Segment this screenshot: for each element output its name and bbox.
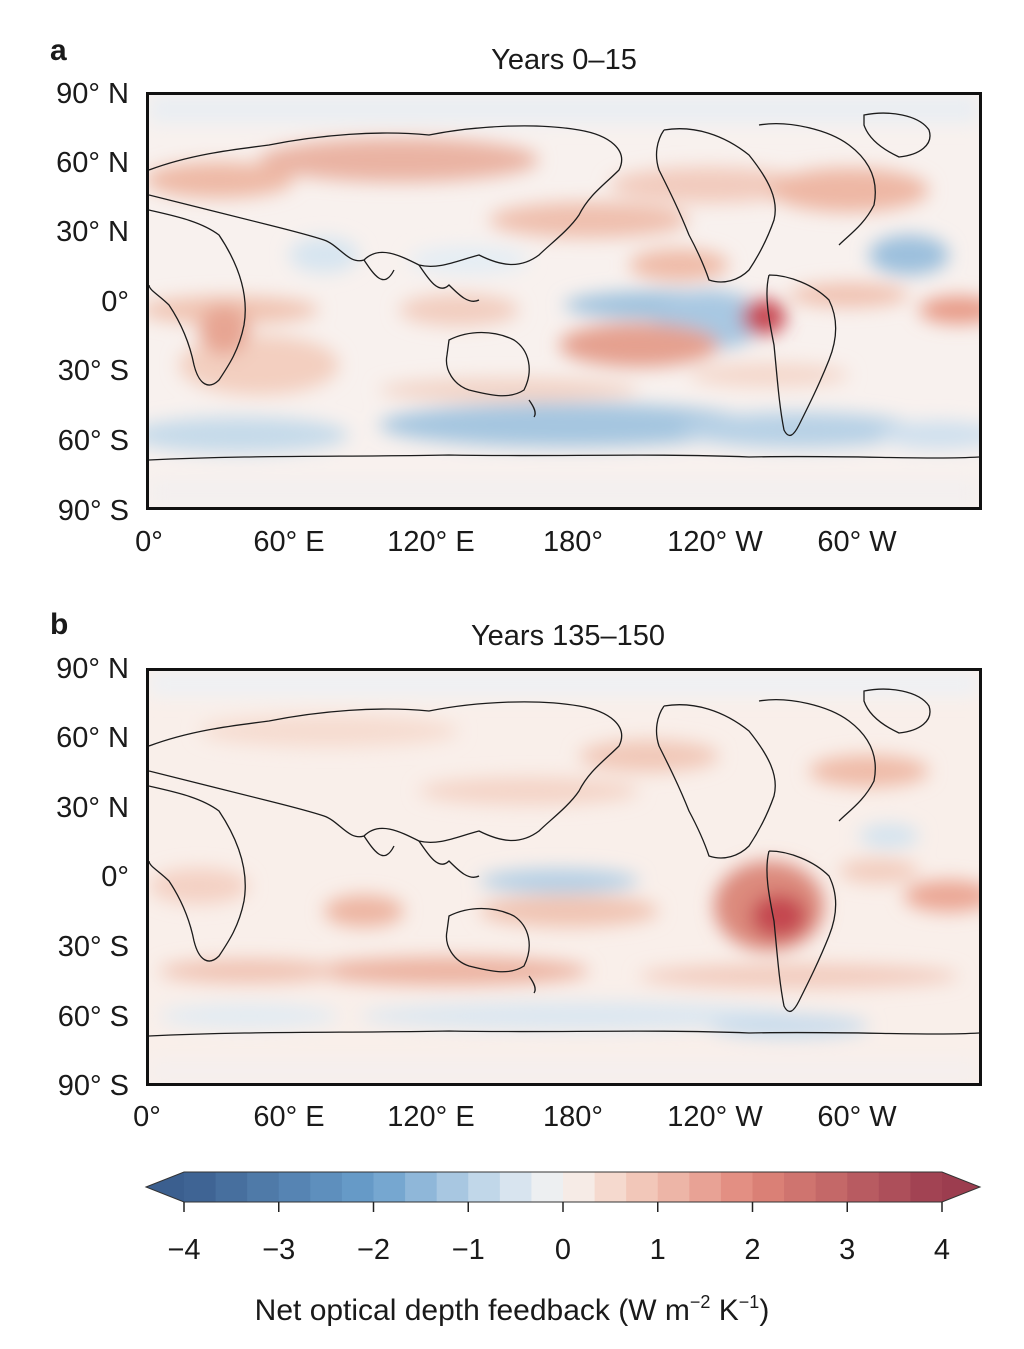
colorbar-label: Net optical depth feedback (W m−2 K−1) [0, 1293, 1024, 1327]
panel-a-lat-0: 0° [101, 286, 129, 318]
colorbar-segment [657, 1172, 690, 1202]
colorbar-segments [144, 1171, 982, 1203]
panel-b-lat-90s: 90° S [57, 1070, 129, 1102]
colorbar-segment [563, 1172, 596, 1202]
panel-a-title: Years 0–15 [491, 44, 637, 76]
colorbar-segment [184, 1172, 217, 1202]
colorbar-segment [847, 1172, 880, 1202]
panel-a-lon-60e: 60° E [253, 526, 325, 558]
panel-b-map-svg [149, 671, 979, 1083]
panel-a-lon-120w: 120° W [667, 526, 763, 558]
panel-b-lat-60s: 60° S [57, 1001, 129, 1033]
colorbar-label-end: ) [759, 1294, 770, 1327]
colorbar-segment [373, 1172, 406, 1202]
colorbar-tick-label: 2 [744, 1234, 761, 1266]
colorbar-segment [910, 1172, 943, 1202]
colorbar-segment [468, 1172, 501, 1202]
panel-b-letter: b [50, 608, 69, 641]
panel-b-lon-60w: 60° W [817, 1101, 897, 1133]
colorbar-segment [689, 1172, 722, 1202]
panel-b-lon-120e: 120° E [387, 1101, 475, 1133]
panel-a-lon-120e: 120° E [387, 526, 475, 558]
panel-a-coastlines [149, 112, 979, 461]
panel-a-map [146, 92, 982, 510]
panel-b-lat-60n: 60° N [56, 722, 129, 754]
colorbar-tick-label: 4 [933, 1234, 951, 1266]
panel-a-lon-0: 0° [135, 526, 163, 558]
colorbar-segment [499, 1172, 533, 1202]
panel-b-lon-180: 180° [543, 1101, 603, 1133]
panel-a-lat-90n: 90° N [56, 78, 129, 110]
panel-b-map [146, 668, 982, 1086]
colorbar-label-mid: K [710, 1294, 739, 1327]
colorbar-ticks [183, 1202, 943, 1212]
panel-b-lon-60e: 60° E [253, 1101, 325, 1133]
colorbar-segment [310, 1172, 343, 1202]
panel-b-lon-0: 0° [133, 1101, 161, 1133]
panel-b-lat-30n: 30° N [56, 792, 129, 824]
panel-a-feedback-field [149, 95, 979, 507]
panel-a-lat-30n: 30° N [56, 216, 129, 248]
colorbar [144, 1171, 982, 1212]
panel-a-lat-30s: 30° S [57, 355, 129, 387]
panel-b-coastlines [149, 688, 979, 1037]
panel-b-lat-90n: 90° N [56, 653, 129, 685]
colorbar-segment [752, 1172, 785, 1202]
colorbar-tick-label: 3 [839, 1234, 856, 1266]
colorbar-tick-label: −3 [262, 1234, 296, 1266]
colorbar-extend-low [146, 1172, 184, 1202]
colorbar-tick-label: −2 [356, 1234, 391, 1266]
colorbar-label-main: Net optical depth feedback (W m [254, 1294, 690, 1327]
colorbar-segment [815, 1172, 848, 1202]
colorbar-segment [878, 1172, 912, 1202]
colorbar-extend-high [942, 1172, 980, 1202]
panel-a-lon-60w: 60° W [817, 526, 897, 558]
panel-a-lat-60n: 60° N [56, 147, 129, 179]
panel-b-lat-30s: 30° S [57, 931, 129, 963]
panel-a-letter: a [50, 34, 67, 67]
colorbar-segment [247, 1172, 280, 1202]
panel-b-lon-120w: 120° W [667, 1101, 763, 1133]
colorbar-label-exp1: −2 [689, 1292, 711, 1312]
colorbar-segment [278, 1172, 311, 1202]
colorbar-tick-label: −4 [167, 1234, 201, 1266]
colorbar-segment [626, 1172, 659, 1202]
colorbar-segment [405, 1172, 438, 1202]
colorbar-segment [215, 1172, 248, 1202]
panel-a-map-svg [149, 95, 979, 507]
colorbar-tick-label: 1 [649, 1234, 666, 1266]
colorbar-tick-label: −1 [451, 1234, 485, 1266]
panel-a-lat-60s: 60° S [57, 425, 129, 457]
colorbar-segment [594, 1172, 627, 1202]
colorbar-segment [341, 1172, 375, 1202]
colorbar-tick-label: 0 [554, 1234, 572, 1266]
colorbar-segment [436, 1172, 469, 1202]
panel-b-title: Years 135–150 [470, 620, 666, 652]
colorbar-segment [531, 1172, 564, 1202]
colorbar-label-exp2: −1 [738, 1292, 760, 1312]
panel-a-lat-90s: 90° S [57, 495, 129, 527]
panel-a-lon-180: 180° [543, 526, 603, 558]
panel-b-lat-0: 0° [101, 861, 129, 893]
colorbar-segment [784, 1172, 817, 1202]
panel-b-feedback-field [149, 671, 979, 1083]
colorbar-segment [720, 1172, 754, 1202]
